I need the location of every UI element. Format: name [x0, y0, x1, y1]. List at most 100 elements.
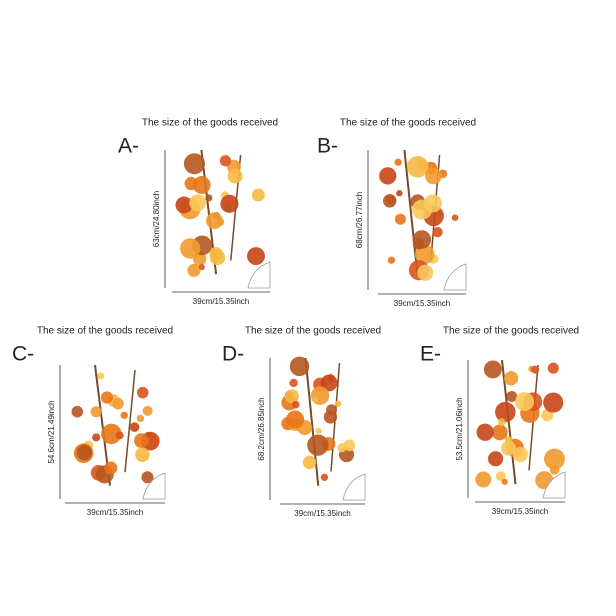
height-label: 53.5cm/21.06inch — [455, 397, 464, 460]
height-label: 54.6cm/21.49inch — [47, 400, 56, 463]
leaf — [192, 176, 211, 194]
leaf — [412, 199, 433, 220]
leaf — [498, 418, 506, 426]
leaf — [491, 424, 508, 441]
leaf — [549, 465, 560, 475]
leaf — [307, 434, 329, 456]
leaf — [76, 444, 92, 461]
leaf — [141, 471, 154, 484]
caption: The size of the goods received — [443, 326, 579, 337]
variant-letter: E- — [420, 343, 441, 366]
variant-letter: D- — [222, 343, 244, 366]
leaf — [515, 392, 535, 412]
leaf — [417, 264, 434, 281]
leaf — [251, 188, 265, 202]
leaf — [543, 392, 564, 413]
leaf — [320, 374, 338, 392]
caption: The size of the goods received — [37, 326, 173, 337]
leaf — [425, 167, 442, 185]
width-label: 39cm/15.35inch — [492, 507, 548, 516]
leaf — [396, 190, 403, 197]
leaf — [136, 414, 145, 423]
caption: The size of the goods received — [245, 326, 381, 337]
leaf — [198, 263, 205, 271]
leaf — [432, 227, 443, 238]
leaf — [90, 406, 102, 418]
branch — [304, 357, 320, 486]
peel-corner — [247, 261, 271, 289]
leaf — [475, 471, 492, 488]
leaf — [289, 378, 298, 388]
leaf — [394, 158, 402, 166]
leaf — [501, 440, 517, 456]
peel-corner — [342, 473, 366, 501]
caption: The size of the goods received — [340, 118, 476, 129]
width-label: 39cm/15.35inch — [294, 509, 350, 518]
leaf — [187, 263, 201, 277]
leaf — [101, 423, 122, 445]
leaf — [406, 155, 429, 178]
peel-corner — [542, 471, 566, 499]
sticker-art — [475, 359, 566, 499]
leaf — [312, 396, 319, 403]
leaf — [531, 365, 540, 374]
leaf — [302, 455, 317, 470]
leaf — [315, 427, 322, 434]
leaf — [337, 443, 347, 453]
leaf — [115, 431, 124, 440]
leaf — [120, 411, 128, 419]
leaf — [547, 362, 559, 374]
leaf — [334, 400, 342, 407]
leaf — [134, 433, 149, 448]
leaf — [209, 249, 226, 266]
leaf — [544, 448, 565, 470]
leaf — [180, 238, 201, 259]
leaf — [506, 390, 518, 402]
leaf — [379, 167, 397, 185]
leaf — [71, 405, 84, 418]
height-label: 68cm/26.77inch — [355, 192, 364, 248]
leaf — [323, 410, 338, 424]
leaf — [135, 447, 150, 462]
leaf — [175, 196, 193, 214]
leaf — [343, 439, 356, 452]
leaf — [104, 461, 118, 475]
leaf — [414, 244, 435, 265]
peel-corner — [142, 472, 166, 500]
leaf — [148, 434, 160, 446]
leaf — [219, 155, 232, 167]
leaf — [291, 400, 300, 409]
leaf — [382, 194, 397, 208]
sticker-art — [281, 356, 366, 501]
leaf — [206, 212, 223, 230]
leaf — [205, 194, 213, 202]
leaf — [183, 153, 205, 175]
leaf — [501, 478, 508, 485]
leaf — [227, 168, 243, 184]
leaf — [320, 473, 329, 482]
leaf — [495, 471, 506, 482]
leaf — [129, 422, 140, 432]
leaf — [476, 423, 494, 441]
variant-letter: C- — [12, 343, 34, 366]
leaf — [189, 194, 207, 212]
leaf — [112, 397, 124, 410]
width-label: 39cm/15.35inch — [394, 299, 450, 308]
caption: The size of the goods received — [142, 118, 278, 129]
width-label: 39cm/15.35inch — [87, 508, 143, 517]
leaf — [451, 214, 459, 221]
leaf — [100, 391, 114, 404]
leaf — [284, 389, 299, 404]
sticker-art — [175, 149, 271, 289]
leaf — [97, 372, 105, 380]
variant-letter: A- — [118, 135, 139, 158]
leaf — [394, 213, 406, 225]
height-label: 68.2cm/26.85inch — [257, 397, 266, 460]
leaf — [289, 356, 310, 377]
sticker-art — [379, 149, 467, 291]
leaf — [495, 401, 516, 423]
leaf — [142, 405, 153, 416]
leaf — [247, 247, 265, 266]
leaf — [488, 451, 504, 467]
